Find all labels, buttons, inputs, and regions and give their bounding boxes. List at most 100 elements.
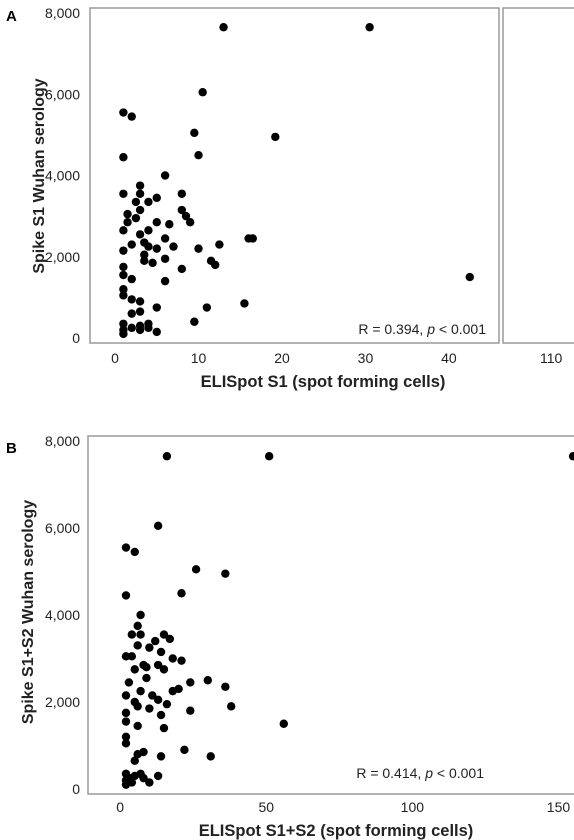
panel-a-data-point <box>135 325 145 335</box>
panel-b-data-point <box>133 641 142 650</box>
panel-b-data-point <box>206 752 215 761</box>
panel-a-data-point <box>194 150 203 160</box>
panel-a-data-point <box>131 197 141 207</box>
panel-a-data-point <box>140 250 149 259</box>
panel-a-data-point <box>215 240 224 249</box>
panel-b-data-point <box>159 665 169 674</box>
panel-b-data-point <box>221 682 230 691</box>
panel-b-data-point <box>121 717 131 726</box>
panel-a-data-point <box>119 226 128 235</box>
panel-b-data-point <box>162 452 172 461</box>
panel-a-data-point <box>119 319 128 328</box>
panel-b-data-point <box>153 695 163 705</box>
panel-a-data-point <box>177 189 187 198</box>
panel-b-y-tick-label: 6,000 <box>45 520 80 536</box>
panel-a-data-point <box>131 213 141 223</box>
panel-b-data-point <box>121 591 131 600</box>
panel-b-data-point <box>142 663 151 672</box>
panel-a-y-tick-label: 4,000 <box>45 168 80 184</box>
panel-b-data-point <box>142 673 151 683</box>
panel-b-data-point <box>156 647 166 657</box>
panel-b-data-point <box>264 452 274 461</box>
panel-a-x-axis-label: ELISpot S1 (spot forming cells) <box>201 373 446 391</box>
panel-b-data-point <box>221 569 230 578</box>
panel-b-data-point <box>130 665 139 674</box>
panel-b-x-tick-label: 150 <box>547 799 571 815</box>
panel-a-x-tick-label: 30 <box>358 350 374 366</box>
panel-a-data-point <box>148 258 157 268</box>
panel-b-data-point <box>191 565 201 574</box>
panel-a-data-point <box>365 23 374 32</box>
panel-a-data-point <box>219 23 228 32</box>
panel-a-data-point <box>119 285 128 294</box>
panel-b-data-point <box>133 621 142 631</box>
panel-a-data-point <box>119 189 128 198</box>
panel-a-data-point <box>152 193 161 203</box>
panel-b-letter: B <box>6 440 17 457</box>
panel-a-data-point <box>123 209 132 219</box>
panel-a-data-point <box>198 88 207 97</box>
panel-a-data-point <box>135 189 145 198</box>
panel-b-data-point <box>186 678 195 687</box>
panel-b-data-point <box>133 702 142 711</box>
panel-b-x-tick-label: 50 <box>258 799 274 815</box>
panel-a-data-point <box>465 272 474 282</box>
panel-a-data-point <box>185 218 195 227</box>
panel-a-data-point <box>144 226 153 235</box>
panel-b-x-axis-label: ELISpot S1+S2 (spot forming cells) <box>199 822 474 840</box>
panel-b-data-point <box>156 710 166 720</box>
panel-a-data-point <box>144 197 153 207</box>
panel-a-data-point <box>152 244 161 253</box>
panel-b-data-point <box>121 652 131 661</box>
panel-b-data-point <box>121 739 131 748</box>
panel-a-data-point <box>152 303 161 312</box>
panel-b-plot-frame <box>87 435 574 795</box>
panel-b-data-point <box>162 699 172 709</box>
panel-a-y-tick-label: 6,000 <box>45 86 80 102</box>
panel-a-data-point <box>127 323 136 333</box>
panel-a-data-point <box>119 153 128 162</box>
panel-b-data-point <box>226 702 236 711</box>
panel-a-x-tick-label: 10 <box>191 350 207 366</box>
panel-a-data-point <box>119 262 128 272</box>
panel-a-data-point <box>181 211 191 221</box>
panel-a-data-point <box>119 270 128 280</box>
panel-b-data-point <box>145 778 154 787</box>
panel-a-data-point <box>135 205 145 215</box>
panel-a-data-point <box>248 234 257 243</box>
panel-b-data-point <box>136 686 145 696</box>
panel-a-data-point <box>152 218 161 227</box>
panel-a-data-point <box>119 108 128 117</box>
panel-b-data-point <box>153 660 163 670</box>
panel-b: B Spike S1+S2 Wuhan serology ELISpot S1+… <box>6 433 574 840</box>
panel-b-data-point <box>159 630 169 639</box>
panel-b-y-axis-label: Spike S1+S2 Wuhan serology <box>20 500 37 724</box>
panel-b-data-point <box>279 719 288 728</box>
panel-a-data-point <box>127 240 136 249</box>
panel-a-data-point <box>202 303 212 312</box>
panel-b-data-point <box>186 706 195 715</box>
panel-a-data-point <box>119 329 128 339</box>
panel-b-data-point <box>121 543 131 552</box>
panel-a-correlation-stat: R = 0.394, p < 0.001 <box>358 321 486 337</box>
panel-a-data-point <box>135 297 145 306</box>
panel-a-data-point <box>177 205 187 215</box>
panel-a-data-point <box>123 218 132 227</box>
panel-a-data-point <box>211 260 220 270</box>
panel-a-data-point <box>135 307 145 316</box>
panel-a-data-point <box>127 309 136 318</box>
panel-a-data-point <box>165 220 174 229</box>
panel-a-y-tick-label: 8,000 <box>45 5 80 21</box>
panel-b-data-point <box>124 678 134 687</box>
panel-b-data-point <box>168 686 177 696</box>
panel-a-y-tick-label: 0 <box>72 330 80 346</box>
panel-a-x-tick-label: 40 <box>441 350 457 366</box>
panel-a-data-point <box>119 291 128 300</box>
panel-a-data-point <box>144 242 153 251</box>
panel-b-data-point <box>136 630 145 639</box>
panel-a-y-axis-label: Spike S1 Wuhan serology <box>31 78 48 273</box>
panel-b-data-point <box>153 771 163 781</box>
panel-b-x-tick-label: 100 <box>401 799 425 815</box>
panel-b-data-point <box>121 780 131 789</box>
panel-b-data-point <box>165 634 175 644</box>
